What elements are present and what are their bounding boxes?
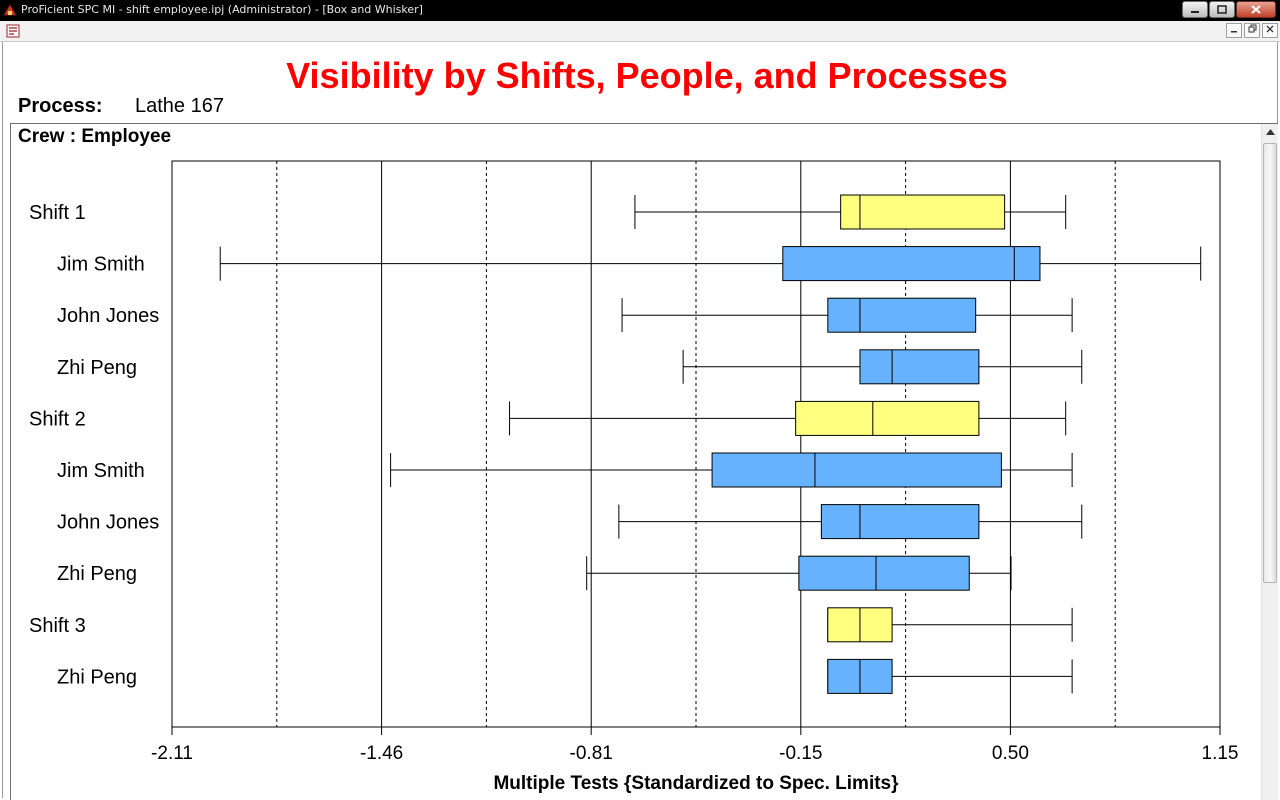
header-divider bbox=[10, 123, 1278, 124]
minimize-icon bbox=[1231, 31, 1237, 33]
maximize-icon bbox=[1217, 5, 1227, 14]
panel-border bbox=[10, 124, 11, 800]
scroll-up-button[interactable] bbox=[1262, 124, 1278, 141]
row-label: Zhi Peng bbox=[57, 666, 137, 688]
process-value: Lathe 167 bbox=[135, 95, 224, 117]
box-plot-row bbox=[634, 194, 1067, 230]
chevron-up-icon bbox=[1265, 129, 1275, 135]
close-icon bbox=[1266, 25, 1274, 33]
box-plot-row bbox=[827, 658, 1073, 694]
iqr-box bbox=[820, 504, 980, 540]
restore-icon bbox=[1248, 24, 1256, 33]
close-icon bbox=[1251, 5, 1261, 14]
x-tick-label: -1.46 bbox=[360, 743, 403, 764]
minimize-icon bbox=[1191, 10, 1199, 13]
x-tick-label: 1.15 bbox=[1202, 743, 1239, 764]
row-label: Jim Smith bbox=[57, 254, 145, 276]
x-tick-label: -0.15 bbox=[779, 743, 822, 764]
row-label: John Jones bbox=[57, 305, 159, 327]
box-plot-row bbox=[682, 349, 1083, 385]
box-plot-row bbox=[390, 452, 1073, 488]
row-label: Shift 3 bbox=[29, 615, 86, 637]
x-axis-label: Multiple Tests {Standardized to Spec. Li… bbox=[493, 773, 899, 794]
iqr-box bbox=[711, 452, 1002, 488]
row-label: Zhi Peng bbox=[57, 563, 137, 585]
iqr-box bbox=[798, 555, 970, 591]
crew-label: Crew : Employee bbox=[18, 126, 172, 147]
iqr-box bbox=[827, 297, 977, 333]
iqr-box bbox=[859, 349, 980, 385]
window-title: ProFicient SPC MI - shift employee.ipj (… bbox=[21, 3, 423, 16]
box-plot-row bbox=[621, 297, 1073, 333]
minimize-button[interactable] bbox=[1182, 1, 1208, 18]
close-button[interactable] bbox=[1236, 1, 1276, 18]
row-label: John Jones bbox=[57, 512, 159, 534]
box-plot-row bbox=[219, 246, 1202, 282]
window-title-bar: ProFicient SPC MI - shift employee.ipj (… bbox=[0, 0, 1280, 21]
mdi-minimize-button[interactable] bbox=[1226, 23, 1242, 38]
x-tick-label: 0.50 bbox=[992, 743, 1029, 764]
app-icon bbox=[3, 4, 17, 16]
chart-title: Visibility by Shifts, People, and Proces… bbox=[286, 55, 1008, 96]
mdi-menu-bar bbox=[0, 21, 1280, 42]
vertical-scrollbar[interactable] bbox=[1261, 124, 1278, 800]
mdi-restore-button[interactable] bbox=[1244, 23, 1260, 38]
iqr-box bbox=[840, 194, 1006, 230]
iqr-box bbox=[795, 400, 980, 436]
iqr-box bbox=[782, 246, 1041, 282]
row-label: Jim Smith bbox=[57, 460, 145, 482]
box-plot-row bbox=[618, 504, 1083, 540]
box-plot-row bbox=[509, 400, 1067, 436]
maximize-button[interactable] bbox=[1209, 1, 1235, 18]
box-plot-row bbox=[586, 555, 1012, 591]
scroll-thumb[interactable] bbox=[1263, 143, 1277, 583]
row-label: Zhi Peng bbox=[57, 357, 137, 379]
row-label: Shift 2 bbox=[29, 408, 86, 430]
x-tick-label: -0.81 bbox=[570, 743, 613, 764]
mdi-close-button[interactable] bbox=[1262, 23, 1278, 38]
x-tick-label: -2.11 bbox=[151, 743, 193, 764]
process-label: Process: bbox=[18, 95, 103, 117]
document-icon[interactable] bbox=[6, 24, 20, 38]
box-plot-row bbox=[827, 607, 1073, 643]
row-label: Shift 1 bbox=[29, 202, 86, 224]
